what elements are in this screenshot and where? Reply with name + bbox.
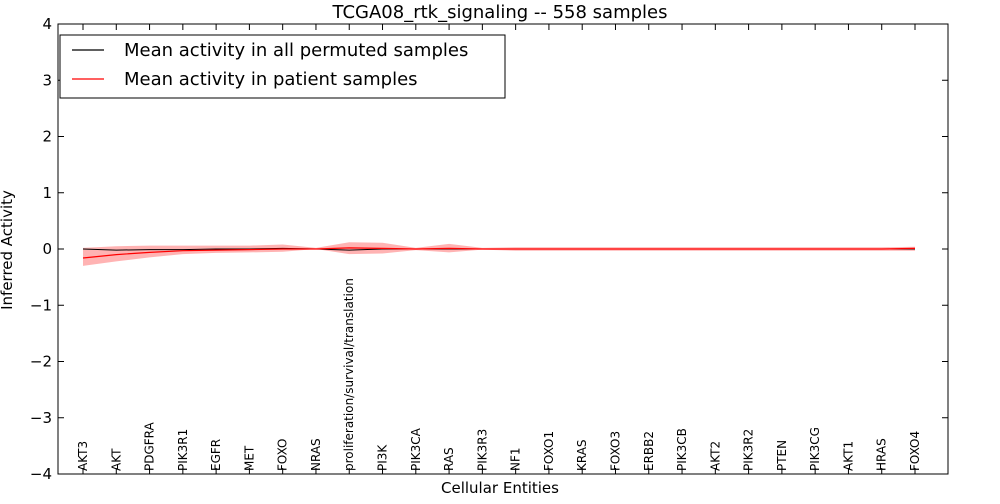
x-tick-label: PTEN [775, 440, 789, 471]
x-tick-label: ERBB2 [642, 431, 656, 471]
x-tick-label: KRAS [575, 439, 589, 471]
x-tick-label: proliferation/survival/translation [342, 278, 356, 471]
x-tick-label: NF1 [509, 447, 523, 471]
x-tick-label: HRAS [875, 438, 889, 471]
x-tick-label: NRAS [309, 438, 323, 471]
y-tick-label: 3 [42, 71, 52, 89]
plot-area: −4 −3 −2 −1 0 1 2 3 4 AKT3 AKT PDGFRA PIK3R1 EGFR MET F… [30, 15, 949, 483]
x-tick-label: PIK3R1 [176, 429, 190, 471]
series-line-patient [82, 247, 916, 259]
x-tick-label: AKT2 [708, 441, 722, 471]
y-tick-label: 4 [42, 15, 52, 33]
y-tick-label: −1 [30, 296, 52, 314]
x-tick-label: PDGFRA [143, 421, 157, 471]
y-tick-label: 1 [42, 184, 52, 202]
x-tick-label: PIK3R2 [742, 429, 756, 471]
x-tick-label: EGFR [209, 439, 223, 471]
y-tick-label: 0 [42, 240, 52, 258]
x-tick-label: FOXO [276, 439, 290, 471]
legend-label: Mean activity in all permuted samples [124, 40, 468, 61]
x-tick-label: PIK3CG [808, 427, 822, 471]
y-tick-label: −3 [30, 409, 52, 427]
x-tick-label: MET [242, 445, 256, 471]
chart-title: TCGA08_rtk_signaling -- 558 samples [332, 2, 668, 23]
x-tick-label: PI3K [376, 444, 390, 471]
y-tick-label: −2 [30, 353, 52, 371]
legend: Mean activity in all permuted samples Mea… [59, 34, 506, 99]
legend-label: Mean activity in patient samples [124, 69, 418, 90]
x-tick-label: AKT [109, 448, 123, 471]
x-tick-label: AKT1 [841, 441, 855, 471]
y-tick-label: −4 [30, 465, 52, 483]
patient-confidence-band [83, 242, 915, 266]
x-tick-label: FOXO1 [542, 431, 556, 471]
x-tick-label: PIK3CA [409, 427, 423, 471]
x-tick-label: FOXO4 [908, 431, 922, 471]
x-tick-label: PIK3R3 [475, 429, 489, 471]
x-tick-label: FOXO3 [608, 431, 622, 471]
x-tick-label: AKT3 [76, 441, 90, 471]
legend-box [59, 34, 506, 99]
y-tick-label: 2 [42, 128, 52, 146]
x-axis-label: Cellular Entities [441, 479, 559, 497]
y-axis-label: Inferred Activity [0, 190, 16, 310]
x-tick-label: PIK3CB [675, 428, 689, 471]
x-tick-label: RAS [442, 447, 456, 471]
